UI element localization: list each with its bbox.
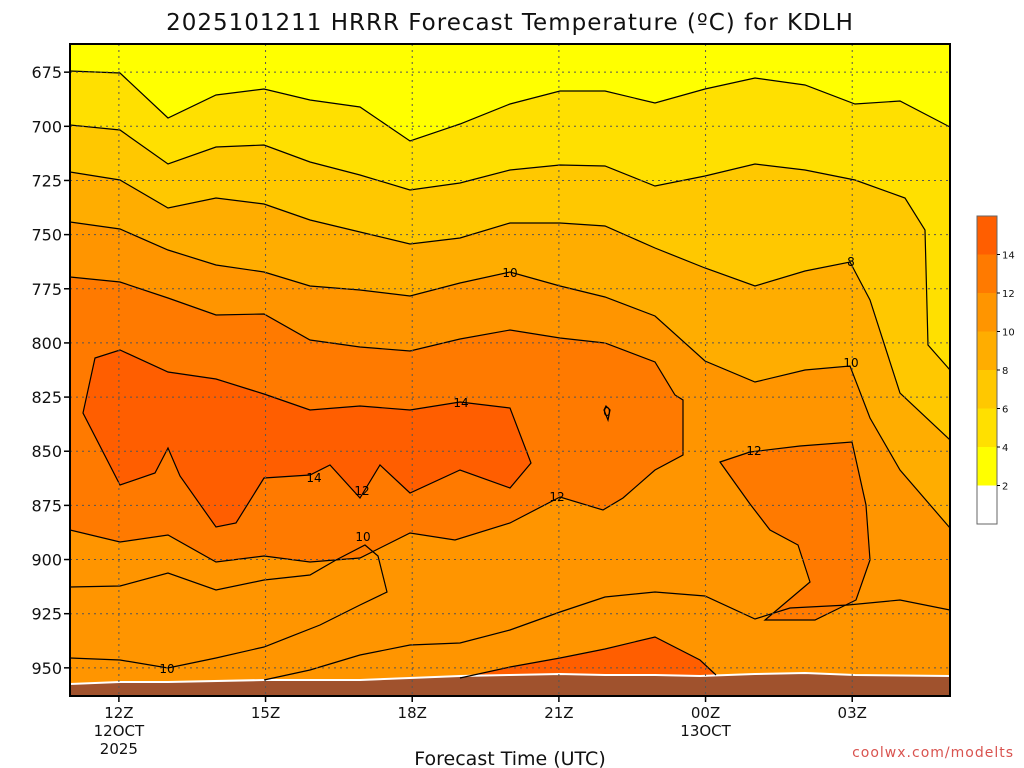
colorbar-tick-label: 4	[1002, 443, 1008, 454]
contour-line	[70, 221, 950, 529]
ground-top	[70, 671, 950, 685]
contour-label: 12	[746, 444, 761, 458]
band-red-surface	[460, 637, 716, 682]
contour-label: 12	[549, 490, 564, 504]
x-tick-label: 03Z	[838, 704, 867, 722]
contour-line	[70, 70, 950, 142]
y-axis: 675 700 725 750 775 800 825 850 875 900 925 950	[31, 63, 70, 678]
contour-line	[459, 636, 717, 679]
x-tick-label: 18Z	[398, 704, 427, 722]
y-tick-label: 725	[31, 171, 62, 190]
colorbar-swatch	[977, 370, 997, 409]
y-tick-label: 700	[31, 117, 62, 136]
contour-label: 14	[306, 471, 321, 485]
contour-line	[70, 544, 388, 669]
contour-label: 8	[847, 255, 855, 269]
x-axis-label: Forecast Time (UTC)	[414, 748, 605, 768]
plot-area: 10 8 10 14 0 12 14 12 12 10 10	[70, 44, 950, 696]
x-tick-year: 2025	[100, 740, 138, 758]
colorbar-tick-label: 10	[1002, 328, 1015, 339]
contour-label: 14	[453, 396, 468, 410]
contour-labels: 10 8 10 14 0 12 14 12 12 10 10	[159, 255, 858, 676]
y-tick-label: 750	[31, 226, 62, 245]
colorbar-swatch	[977, 485, 997, 524]
contour-line	[603, 404, 611, 423]
contour-label: 10	[843, 356, 858, 370]
contour-line	[70, 171, 950, 441]
colorbar-tick-label: 2	[1002, 482, 1008, 493]
contour-line	[70, 124, 950, 371]
contour-label: 12	[354, 484, 369, 498]
colorbar-tick-label: 8	[1002, 366, 1008, 377]
x-tick-label: 12Z	[104, 704, 133, 722]
band-red-14	[83, 350, 531, 527]
y-tick-label: 850	[31, 442, 62, 461]
chart-title: 2025101211 HRRR Forecast Temperature (ºC…	[166, 10, 854, 36]
colorbar-tick-label: 14	[1002, 251, 1015, 262]
x-tick-date: 12OCT	[94, 722, 145, 740]
colorbar: 2 4 6 8 10 12 14	[976, 215, 1015, 525]
y-tick-label: 775	[31, 280, 62, 299]
contour-line	[82, 349, 532, 528]
x-tick-date: 13OCT	[680, 722, 731, 740]
contour-line	[719, 441, 871, 621]
plot-frame	[69, 43, 951, 697]
colorbar-swatch	[977, 447, 997, 486]
contour-label: 10	[502, 266, 517, 280]
contour-label: 0	[603, 405, 611, 419]
y-tick-label: 875	[31, 496, 62, 515]
colorbar-swatch	[977, 408, 997, 447]
y-tick-label: 800	[31, 334, 62, 353]
colorbar-tick-label: 6	[1002, 405, 1008, 416]
colorbar-swatch	[977, 254, 997, 293]
colorbar-swatch	[977, 293, 997, 332]
contour-lines	[70, 70, 950, 681]
x-tick-label: 00Z	[691, 704, 720, 722]
colorbar-swatch	[977, 216, 997, 255]
contour-label: 10	[355, 530, 370, 544]
x-tick-label: 15Z	[251, 704, 280, 722]
contour-line	[70, 276, 684, 563]
contour-line	[263, 591, 950, 681]
credit-text: coolwx.com/modelts	[852, 745, 1014, 761]
band-orange-12b	[720, 442, 870, 620]
contour-label: 10	[159, 662, 174, 676]
colorbar-tick-label: 12	[1002, 289, 1015, 300]
x-tick-label: 21Z	[544, 704, 573, 722]
y-tick-label: 950	[31, 659, 62, 678]
y-tick-label: 675	[31, 63, 62, 82]
y-tick-label: 825	[31, 388, 62, 407]
ground	[70, 673, 950, 696]
colorbar-swatch	[977, 331, 997, 370]
grid	[70, 44, 950, 696]
y-tick-label: 925	[31, 605, 62, 624]
y-tick-label: 900	[31, 551, 62, 570]
